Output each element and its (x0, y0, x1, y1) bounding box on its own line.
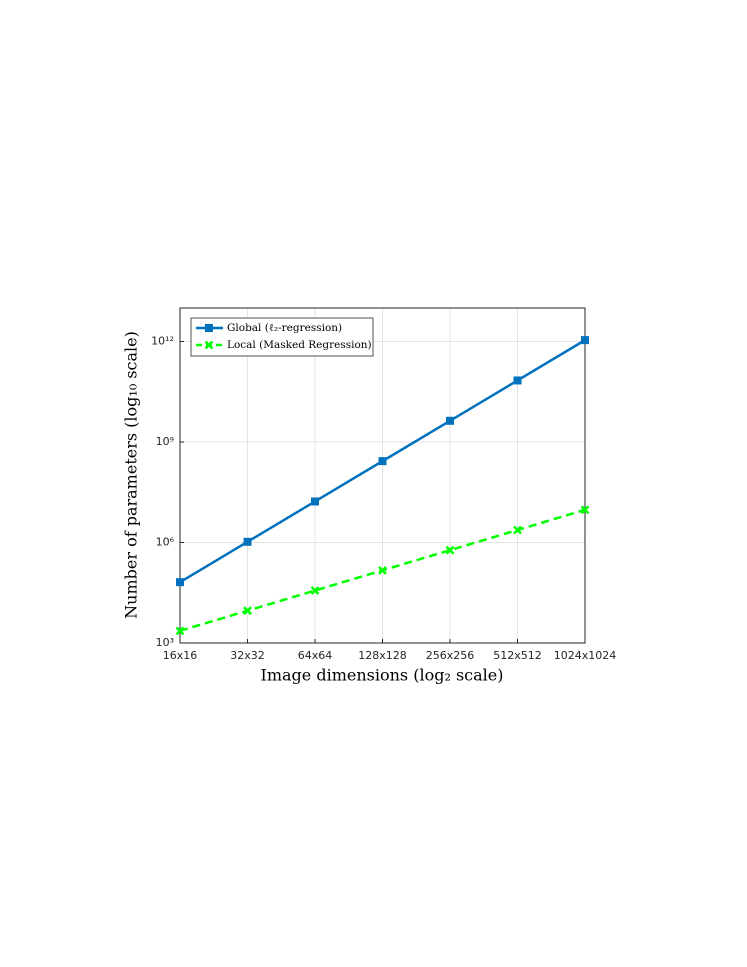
x-tick-label: 1024x1024 (554, 649, 617, 662)
y-tick-label: 10⁶ (156, 536, 175, 549)
y-axis-label: Number of parameters (log₁₀ scale) (122, 331, 141, 619)
x-tick-label: 64x64 (298, 649, 333, 662)
marker (175, 626, 185, 636)
legend-label: Global (ℓ₂-regression) (227, 322, 342, 334)
x-tick-label: 128x128 (358, 649, 407, 662)
marker (311, 497, 319, 506)
marker (204, 340, 214, 350)
marker (310, 586, 320, 595)
y-tick-label: 10¹² (151, 335, 174, 348)
marker (205, 324, 213, 332)
x-tick-label: 16x16 (163, 649, 198, 662)
marker (378, 565, 387, 575)
marker (580, 505, 590, 515)
marker (513, 525, 522, 535)
marker (513, 376, 522, 385)
marker (243, 606, 252, 616)
marker (176, 578, 184, 587)
y-tick-label: 10³ (156, 636, 174, 649)
x-axis-label: Image dimensions (log₂ scale) (261, 666, 504, 685)
legend-label: Local (Masked Regression) (227, 339, 372, 351)
marker (378, 457, 387, 466)
y-tick-label: 10⁹ (156, 435, 174, 448)
marker (445, 545, 455, 555)
marker (581, 336, 589, 345)
x-tick-label: 512x512 (493, 649, 542, 662)
marker (446, 416, 454, 425)
marker (243, 537, 252, 546)
x-tick-label: 256x256 (426, 649, 475, 662)
x-tick-label: 32x32 (230, 649, 265, 662)
legend-box (190, 317, 374, 357)
axes-box (179, 307, 586, 644)
